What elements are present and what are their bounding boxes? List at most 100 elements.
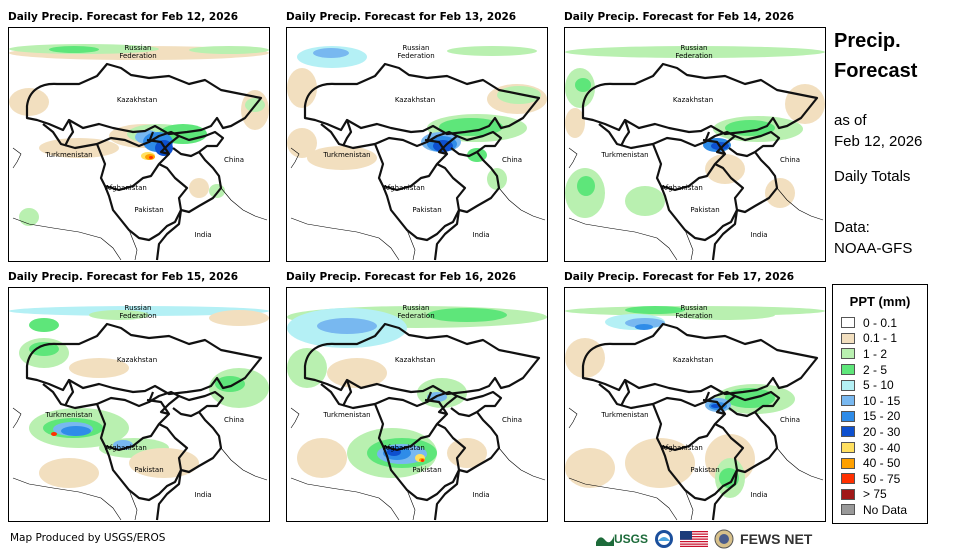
side-title-line2: Forecast	[834, 60, 918, 82]
map-label-afghanistan: Afghanistan	[383, 184, 425, 192]
country-border	[342, 119, 353, 147]
legend-label: > 75	[863, 487, 887, 502]
country-border	[450, 130, 503, 158]
precip-area	[209, 184, 225, 198]
country-border	[581, 62, 819, 136]
coastline	[498, 447, 546, 481]
country-border	[458, 411, 501, 474]
precip-area	[625, 186, 665, 216]
precip-area	[577, 176, 595, 196]
precip-area	[9, 306, 269, 316]
precip-area	[19, 208, 39, 226]
precip-area	[565, 46, 825, 58]
panel-title: Daily Precip. Forecast for Feb 12, 2026	[8, 11, 239, 23]
precip-area	[635, 324, 653, 330]
logo-strip: USGS FEWS NET	[596, 528, 812, 550]
country-border	[155, 469, 183, 521]
map-graphic	[565, 46, 825, 261]
map-label-russia-line2: Federation	[397, 52, 435, 60]
map-label-turkmenistan: Turkmenistan	[323, 411, 371, 419]
coastline	[12, 147, 22, 169]
country-border	[320, 123, 433, 150]
precip-area	[317, 318, 377, 334]
data-source-label: Data:	[834, 219, 870, 236]
country-border	[342, 379, 353, 407]
country-border	[25, 62, 263, 136]
map-label-pakistan: Pakistan	[690, 206, 720, 214]
panel-title: Daily Precip. Forecast for Feb 17, 2026	[564, 271, 795, 283]
legend-label: 40 - 50	[863, 456, 901, 471]
map-label-india: India	[194, 491, 212, 499]
map-label-kazakhstan: Kazakhstan	[672, 356, 714, 364]
country-border	[42, 383, 155, 410]
map-label-china: China	[224, 156, 244, 164]
forecast-panel: Daily Precip. Forecast for Feb 14, 2026 R…	[564, 10, 826, 262]
legend-swatch	[841, 442, 855, 454]
country-border	[64, 119, 75, 147]
precip-area	[297, 438, 347, 478]
fews-net-logo: FEWS NET	[740, 531, 813, 547]
precip-area	[625, 318, 665, 328]
legend-label: 30 - 40	[863, 440, 901, 455]
map-label-india: India	[750, 231, 768, 239]
country-border	[25, 322, 263, 396]
precip-area	[765, 178, 795, 208]
legend-item: 10 - 15	[833, 393, 927, 409]
legend-swatch	[841, 488, 855, 500]
country-border	[320, 383, 433, 410]
legend-item: > 75	[833, 487, 927, 503]
legend-swatch	[841, 348, 855, 360]
precip-map: Russian Federation Kazakhstan Turkmenistan A…	[564, 287, 826, 522]
legend-item: 40 - 50	[833, 455, 927, 471]
legend-swatch	[841, 395, 855, 407]
map-label-russia-line2: Federation	[675, 312, 713, 320]
country-border	[450, 390, 503, 418]
coastline	[290, 217, 400, 261]
legend-label: 5 - 10	[863, 378, 894, 393]
legend-swatch	[841, 317, 855, 329]
map-graphic	[9, 306, 269, 521]
country-border	[711, 469, 739, 521]
usgs-logo: USGS	[596, 532, 648, 546]
map-label-china: China	[780, 416, 800, 424]
precip-area	[625, 306, 685, 314]
legend-item: No Data	[833, 502, 927, 518]
data-source-value: NOAA-GFS	[834, 240, 913, 257]
map-label-pakistan: Pakistan	[134, 206, 164, 214]
map-label-russia-line1: Russian	[124, 304, 152, 312]
precip-area	[675, 310, 775, 320]
map-graphic	[565, 306, 825, 521]
precip-area	[39, 458, 99, 488]
country-border	[728, 390, 781, 418]
map-label-afghanistan: Afghanistan	[383, 444, 425, 452]
map-graphic	[287, 306, 547, 521]
legend-label: 2 - 5	[863, 362, 888, 377]
country-border	[180, 151, 223, 214]
as-of-date: Feb 12, 2026	[834, 133, 923, 150]
map-label-russia-line2: Federation	[675, 52, 713, 60]
panel-title: Daily Precip. Forecast for Feb 16, 2026	[286, 271, 517, 283]
legend-item: 30 - 40	[833, 440, 927, 456]
coastline	[12, 477, 122, 521]
coastline	[128, 229, 138, 261]
legend-swatch	[841, 364, 855, 376]
precip-area	[189, 46, 269, 54]
map-label-india: India	[472, 231, 490, 239]
precip-area	[89, 310, 149, 320]
map-label-kazakhstan: Kazakhstan	[672, 96, 714, 104]
coastline	[776, 187, 824, 221]
map-label-turkmenistan: Turkmenistan	[601, 411, 649, 419]
coastline	[776, 447, 824, 481]
coastline	[220, 187, 268, 221]
map-graphic	[287, 46, 547, 261]
legend-item: 50 - 75	[833, 471, 927, 487]
precip-area	[209, 310, 269, 326]
map-label-turkmenistan: Turkmenistan	[323, 151, 371, 159]
country-border	[381, 423, 467, 502]
map-label-turkmenistan: Turkmenistan	[601, 151, 649, 159]
map-label-russia-line2: Federation	[119, 52, 157, 60]
coastline	[12, 407, 22, 429]
map-label-india: India	[472, 491, 490, 499]
precip-area	[313, 48, 349, 58]
